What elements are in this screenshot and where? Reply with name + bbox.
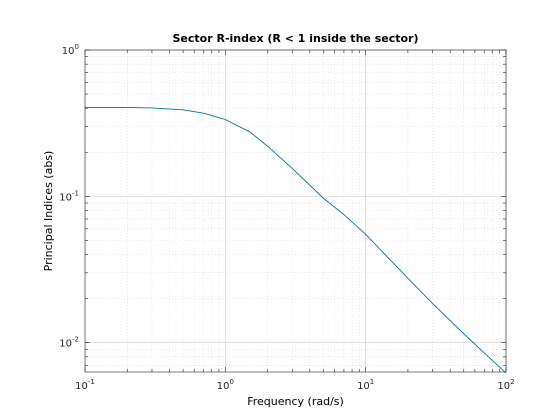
series-layer	[85, 106, 507, 374]
chart-title: Sector R-index (R < 1 inside the sector)	[173, 32, 419, 45]
x-tick-label: 102	[497, 378, 514, 392]
y-tick-label: 100	[62, 43, 79, 57]
x-tick-label: 10-1	[75, 378, 95, 392]
ticks-layer: 10-1 100 101 102 100 10-1 10-2	[59, 43, 514, 392]
y-tick-label: 10-1	[59, 189, 79, 203]
x-tick-label: 101	[357, 378, 374, 392]
x-tick-label: 100	[217, 378, 234, 392]
minor-grid	[85, 50, 506, 372]
y-tick-label: 10-2	[59, 336, 79, 350]
plot-area	[85, 50, 506, 372]
series-line-1	[85, 106, 507, 374]
x-axis-label: Frequency (rad/s)	[247, 395, 344, 408]
y-axis-label: Principal Indices (abs)	[42, 151, 55, 272]
plot-box	[84, 49, 507, 373]
